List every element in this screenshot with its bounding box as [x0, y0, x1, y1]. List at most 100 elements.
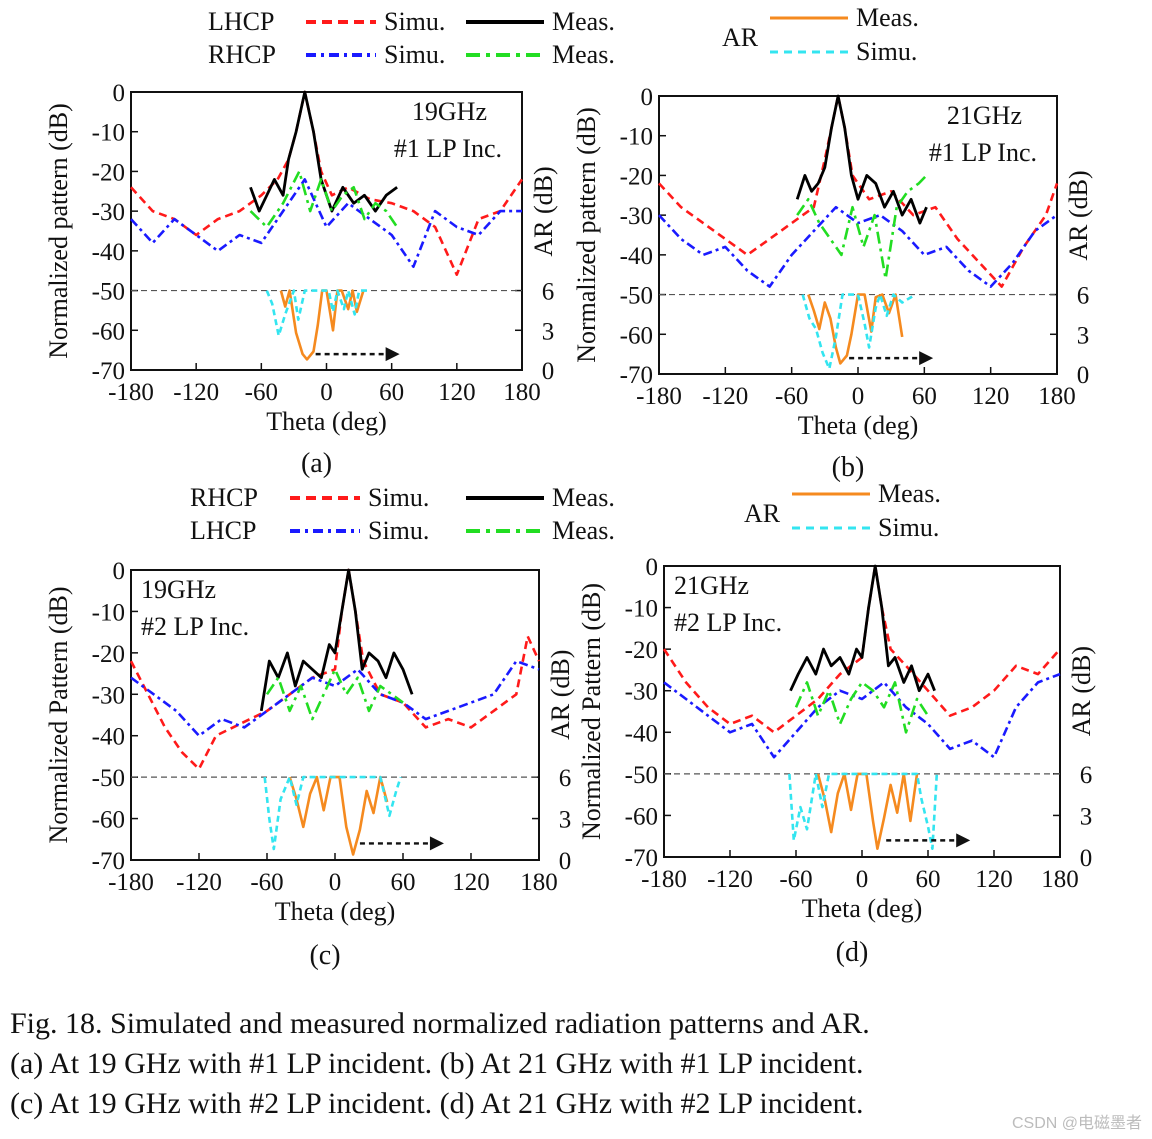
panel-b-ytick-label: -30 [620, 203, 653, 230]
top-legend-label-row2: RHCP [208, 40, 276, 69]
panel-a-y2tick-label: 0 [542, 358, 555, 385]
panel-a-y2label: AR (dB) [529, 166, 558, 256]
panel-d-ytick-label: -10 [625, 596, 658, 623]
panel-a-series-ar-simu [265, 289, 368, 337]
panel-a-y2tick-label: 3 [542, 318, 555, 345]
panel-a-ytick-label: -40 [92, 239, 125, 266]
panel-b-xtick-label: 180 [1038, 383, 1076, 410]
panel-a-ytick-label: -10 [92, 120, 125, 147]
panel-c-ytick-label: -40 [92, 724, 125, 751]
panel-b-ytick-label: -40 [620, 243, 653, 270]
panel-b-xtick-label: 0 [852, 383, 865, 410]
panel-a-y2tick-label: 6 [542, 279, 555, 306]
panel-b-xtick-label: -60 [775, 383, 808, 410]
panel-a-series-rhcp-meas [249, 170, 399, 229]
panel-c-y2tick-label: 3 [559, 807, 572, 834]
top-legend-ar-meas-text: Meas. [856, 3, 919, 32]
panel-c-ar-arrow-head [429, 836, 444, 851]
panel-a-xtick-label: -180 [108, 379, 154, 406]
panel-d-y2tick-label: 3 [1080, 803, 1093, 830]
panel-b-label: (b) [832, 452, 865, 483]
panel-a-xlabel: Theta (deg) [266, 407, 387, 436]
panel-a-xtick-label: 60 [379, 379, 404, 406]
panel-a-xtick-label: 0 [320, 379, 333, 406]
panel-b-xtick-label: -180 [636, 383, 682, 410]
panel-a-ytick-label: -70 [92, 358, 125, 385]
top-legend-simu-text-1: Simu. [384, 7, 445, 36]
panel-c-xtick-label: 120 [452, 869, 490, 896]
panel-d-ytick-label: -40 [625, 720, 658, 747]
panel-d-annotation-incidence: #2 LP Inc. [674, 608, 782, 637]
panel-c-xtick-label: -60 [250, 869, 283, 896]
panel-c-xtick-label: -180 [108, 869, 154, 896]
panel-a-ytick-label: -50 [92, 279, 125, 306]
panel-c: -180 -120 -60 0 60 120 1800-10-20-30-40-50-60-… [44, 558, 575, 971]
panel-d-ytick-label: -50 [625, 762, 658, 789]
panel-c-ytick-label: -60 [92, 807, 125, 834]
top-legend: LHCP Simu. Meas. RHCP Simu. Meas. AR Meas. Simu. [208, 3, 919, 69]
panel-c-annotation-incidence: #2 LP Inc. [141, 612, 249, 641]
bottom-legend: RHCP Simu. Meas. LHCP Simu. Meas. AR Meas. Simu. [190, 479, 941, 545]
panel-c-xtick-label: 60 [391, 869, 416, 896]
panel-b-series-rhcp-simu [658, 205, 1058, 288]
panel-d-y2label: AR (dB) [1067, 646, 1096, 736]
panel-b-y2tick-label: 0 [1077, 362, 1090, 389]
panel-c-series-rhcp-simu [129, 568, 541, 771]
panel-c-ytick-label: 0 [113, 558, 126, 585]
panel-b-xtick-label: -120 [702, 383, 748, 410]
panel-d-ar-arrow-head [956, 833, 971, 848]
panel-d: -180 -120 -60 0 60 120 1800-10-20-30-40-50-60-… [577, 554, 1096, 968]
panel-b-y2tick-label: 6 [1077, 283, 1090, 310]
top-legend-ar-simu-text: Simu. [856, 37, 917, 66]
panel-d-xtick-label: -120 [707, 866, 753, 893]
panel-b-ytick-label: 0 [641, 84, 654, 111]
bottom-legend-ar-label: AR [744, 499, 781, 528]
panel-a-label: (a) [301, 448, 332, 479]
panel-c-ytick-label: -20 [92, 641, 125, 668]
panel-d-xtick-label: 180 [1041, 866, 1079, 893]
caption-line-3: (c) At 19 GHz with #2 LP incident. (d) A… [10, 1087, 864, 1120]
panel-c-xtick-label: -120 [176, 869, 222, 896]
bottom-legend-label-row1: RHCP [190, 483, 258, 512]
panel-d-xlabel: Theta (deg) [802, 894, 923, 923]
panel-b-ytick-label: -50 [620, 283, 653, 310]
panel-b-ytick-label: -10 [620, 124, 653, 151]
panel-d-y2tick-label: 6 [1080, 762, 1093, 789]
panel-c-xtick-label: 0 [329, 869, 342, 896]
panel-b-ylabel: Normalized pattern (dB) [572, 107, 601, 363]
panel-b-series-ar-simu [801, 293, 917, 371]
panel-d-xtick-label: -180 [641, 866, 687, 893]
watermark: CSDN @电磁墨者 [1011, 1115, 1142, 1132]
figure-caption: Fig. 18. Simulated and measured normaliz… [10, 1004, 1132, 1124]
panel-a-ytick-label: -20 [92, 159, 125, 186]
panel-b-y2label: AR (dB) [1064, 170, 1093, 260]
panel-b-xtick-label: 60 [912, 383, 937, 410]
panel-d-series-ar-simu [788, 772, 939, 851]
panel-c-y2tick-label: 6 [559, 765, 572, 792]
panel-d-label: (d) [836, 937, 869, 968]
panel-b-ytick-label: -60 [620, 322, 653, 349]
panel-d-xtick-label: 0 [856, 866, 869, 893]
bottom-legend-meas-text-1: Meas. [552, 483, 615, 512]
panel-a-ylabel: Normalized pattern (dB) [44, 103, 73, 359]
panel-b-ytick-label: -70 [620, 362, 653, 389]
panel-c-ytick-label: -70 [92, 848, 125, 875]
panel-a-xtick-label: -60 [245, 379, 278, 406]
panel-a-xtick-label: -120 [173, 379, 219, 406]
panel-b-xlabel: Theta (deg) [798, 411, 919, 440]
panel-c-series-lhcp-meas [265, 668, 404, 721]
panel-b-ytick-label: -20 [620, 163, 653, 190]
top-legend-meas-text-1: Meas. [552, 7, 615, 36]
panel-d-series-lhcp-meas [794, 681, 930, 734]
panel-d-xtick-label: 60 [916, 866, 941, 893]
panel-c-annotation-freq: 19GHz [141, 575, 216, 604]
caption-line-1: Fig. 18. Simulated and measured normaliz… [10, 1007, 870, 1040]
panel-c-label: (c) [309, 940, 340, 971]
top-legend-simu-text-2: Simu. [384, 40, 445, 69]
panel-b: -180 -120 -60 0 60 120 1800-10-20-30-40-50-60-… [572, 84, 1093, 483]
panel-d-series-ar-meas [816, 772, 919, 851]
panel-d-y2tick-label: 0 [1080, 845, 1093, 872]
bottom-legend-label-row2: LHCP [190, 516, 256, 545]
panel-d-ytick-label: -60 [625, 803, 658, 830]
panel-d-ylabel: Normalized Pattern (dB) [577, 583, 606, 840]
